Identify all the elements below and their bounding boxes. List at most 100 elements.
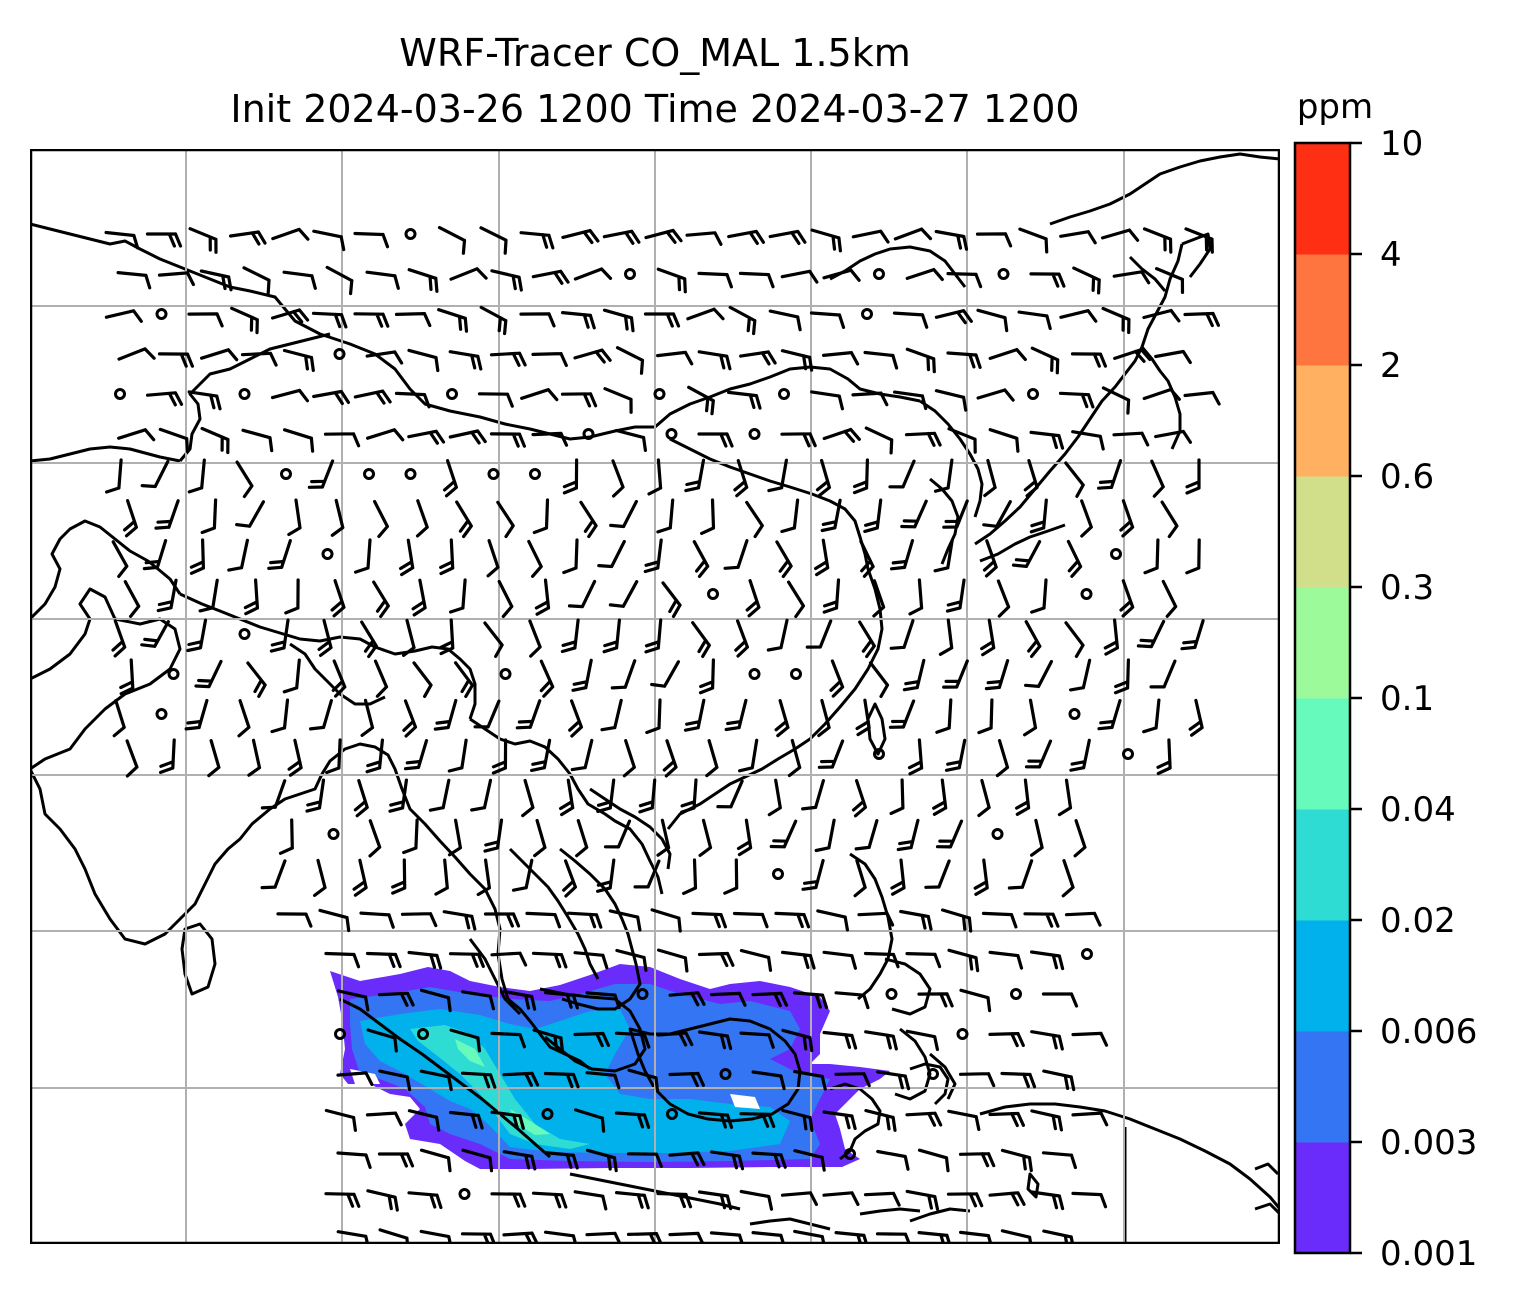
wind-barb: [198, 578, 219, 613]
coastline-path: [178, 332, 331, 462]
wind-barb: [732, 911, 769, 929]
wind-barb: [439, 618, 455, 656]
wind-barb: [313, 858, 327, 897]
wind-barb: [738, 738, 759, 773]
wind-barb: [437, 226, 467, 255]
wind-barb: [774, 699, 790, 738]
wind-barb: [230, 306, 259, 335]
wind-barb: [917, 992, 954, 1008]
wind-barb: [200, 426, 230, 455]
wind-barb: [461, 990, 495, 1011]
wind-barb: [324, 1108, 357, 1132]
coastline-path: [1128, 255, 1167, 292]
map-panel: [30, 149, 1280, 1244]
wind-barb: [189, 538, 205, 575]
wind-calm-circle: [404, 228, 417, 240]
wind-barb: [1142, 227, 1173, 254]
wind-barb: [449, 267, 488, 281]
colorbar-segment: [1295, 698, 1350, 810]
wind-barb: [633, 859, 661, 889]
wind-barb: [378, 1069, 412, 1092]
wind-calm-circle: [861, 308, 873, 320]
wind-calm-circle: [873, 268, 885, 280]
coastline-path: [1026, 1172, 1040, 1199]
wind-barb: [888, 699, 916, 729]
wind-barb: [945, 578, 966, 613]
wind-barb: [247, 738, 262, 777]
wind-barb: [853, 859, 867, 898]
wind-barb: [1017, 310, 1052, 331]
wind-barb: [359, 911, 395, 929]
wind-calm-circle: [778, 388, 790, 400]
wind-barb: [1142, 308, 1181, 323]
wind-barb: [793, 1149, 826, 1172]
wind-barb: [973, 858, 989, 896]
wind-barb: [207, 739, 221, 778]
colorbar-tick-label: 4: [1380, 235, 1402, 275]
wind-barb: [988, 348, 1027, 361]
wind-barb: [260, 859, 287, 890]
wind-barb: [941, 908, 973, 933]
wind-barb: [284, 578, 300, 615]
wind-barb: [402, 618, 416, 657]
wind-barb: [781, 1028, 814, 1053]
coastline-path: [30, 519, 182, 621]
wind-barb: [644, 228, 683, 244]
colorbar-tick-label: 10: [1380, 124, 1423, 164]
wind-barb: [851, 391, 889, 407]
wind-barb: [1030, 818, 1044, 857]
wind-barb: [596, 778, 616, 813]
wind-barb: [656, 267, 687, 294]
wind-barb: [988, 428, 1020, 453]
wind-barb: [775, 540, 793, 579]
coastline-path: [919, 399, 984, 518]
wind-barb: [112, 699, 126, 738]
wind-barb: [242, 266, 271, 295]
wind-barb: [324, 1192, 361, 1208]
wind-barb: [863, 350, 899, 370]
wind-barb: [140, 459, 170, 489]
wind-barb: [490, 951, 528, 967]
wind-barb: [697, 951, 735, 968]
wind-barb: [938, 618, 954, 656]
wind-barb: [976, 388, 1015, 402]
wind-calm-circle: [1122, 748, 1134, 760]
wind-barb: [353, 779, 369, 818]
wind-calm-circle: [417, 1028, 429, 1040]
wind-barb: [433, 698, 458, 731]
wind-barb: [705, 739, 719, 778]
wind-barb: [817, 739, 845, 769]
wind-barb: [1119, 579, 1135, 618]
wind-barb: [893, 390, 928, 411]
wind-barb: [200, 348, 239, 362]
wind-barb: [602, 308, 635, 333]
wind-barb: [1154, 429, 1192, 444]
wind-barb: [486, 539, 500, 578]
wind-barb: [1156, 738, 1172, 776]
wind-barb: [638, 778, 657, 814]
wind-barb: [1018, 227, 1049, 254]
wind-barb: [235, 460, 254, 499]
wind-barb: [614, 1031, 651, 1049]
wind-barb: [402, 699, 418, 738]
wind-calm-circle: [997, 268, 1010, 280]
wind-barb: [562, 538, 579, 575]
wind-barb: [411, 578, 427, 617]
wind-barb: [573, 951, 609, 970]
wind-barb: [1070, 352, 1107, 368]
wind-barb: [229, 230, 267, 246]
colorbar-tick-label: 0.3: [1380, 568, 1434, 608]
wind-barb: [1030, 950, 1065, 971]
wind-barb: [902, 658, 926, 692]
wind-barb: [905, 1029, 939, 1051]
wind-barb: [905, 268, 944, 281]
wind-barb: [723, 858, 739, 895]
wind-barb: [186, 618, 208, 653]
wind-barb: [1071, 1191, 1108, 1209]
wind-barb: [366, 428, 405, 442]
colorbar: ppm 0.001 0.003 0.006 0.02 0.04 0.1 0.3 0.6 2 4 10: [1293, 90, 1477, 1270]
wind-calm-circle: [666, 1108, 678, 1120]
wind-barb: [787, 738, 802, 778]
wind-barb: [490, 1110, 525, 1130]
wind-barb: [434, 858, 449, 896]
